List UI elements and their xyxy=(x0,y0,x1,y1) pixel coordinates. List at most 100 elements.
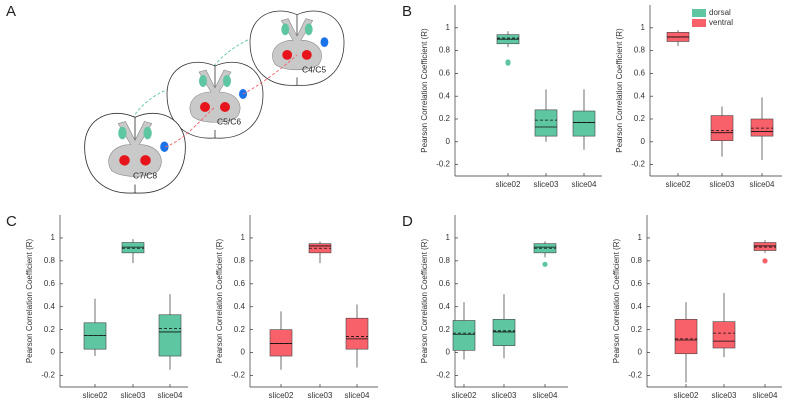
y-tick-label: 0 xyxy=(446,137,451,146)
x-tick-label: slice02 xyxy=(674,391,699,400)
diagram-label: C5/C6 xyxy=(217,116,241,126)
box xyxy=(572,110,596,137)
cord-section xyxy=(166,61,264,139)
outlier xyxy=(542,261,548,267)
y-tick-label: 0.2 xyxy=(439,114,451,123)
x-tick-label: slice03 xyxy=(121,391,146,400)
y-tick-label: -0.2 xyxy=(41,371,55,380)
x-tick-label: slice04 xyxy=(753,391,778,400)
box xyxy=(492,319,516,347)
box xyxy=(534,109,558,137)
y-tick-label: 0 xyxy=(638,348,643,357)
ventral-link xyxy=(242,54,298,95)
y-tick-label: 0.8 xyxy=(44,256,56,265)
box xyxy=(121,242,145,254)
y-tick-label: 0.4 xyxy=(439,91,451,100)
y-tick-label: 1 xyxy=(638,233,643,242)
y-tick-label: 0.6 xyxy=(234,279,246,288)
y-tick-label: -0.2 xyxy=(436,371,450,380)
y-tick-label: 0.4 xyxy=(234,302,246,311)
y-tick-label: 0 xyxy=(446,348,451,357)
x-tick-label: slice03 xyxy=(492,391,517,400)
x-tick-label: slice03 xyxy=(308,391,333,400)
x-tick-label: slice02 xyxy=(496,180,521,189)
y-tick-label: 0 xyxy=(51,348,56,357)
y-tick-label: 0.2 xyxy=(634,114,646,123)
legend-swatch xyxy=(692,19,706,27)
diagram-label: C4/C5 xyxy=(302,64,326,74)
y-axis-title: Pearson Correlation Coefficient (R) xyxy=(420,238,429,363)
y-tick-label: 0.2 xyxy=(439,325,451,334)
panel-label: D xyxy=(402,213,413,230)
spinal-diagram: C4/C5 C5/C6 C7/C8 xyxy=(84,10,345,194)
panel-label: C xyxy=(6,213,17,230)
y-tick-label: 0.8 xyxy=(631,256,643,265)
x-tick-label: slice04 xyxy=(750,180,775,189)
x-tick-label: slice03 xyxy=(534,180,559,189)
y-tick-label: -0.2 xyxy=(231,371,245,380)
box xyxy=(753,242,777,251)
box xyxy=(452,320,476,351)
x-tick-label: slice02 xyxy=(269,391,294,400)
x-tick-label: slice04 xyxy=(533,391,558,400)
legend-label: ventral xyxy=(709,18,733,27)
y-tick-label: 0.4 xyxy=(44,302,56,311)
x-tick-label: slice02 xyxy=(452,391,477,400)
y-tick-label: 0.6 xyxy=(44,279,56,288)
cord-section xyxy=(84,112,186,194)
y-tick-label: -0.2 xyxy=(628,371,642,380)
x-tick-label: slice03 xyxy=(712,391,737,400)
y-tick-label: 0.8 xyxy=(439,46,451,55)
y-tick-label: -0.2 xyxy=(631,160,645,169)
y-tick-label: 1 xyxy=(241,233,246,242)
x-tick-label: slice04 xyxy=(572,180,597,189)
y-axis-title: Pearson Correlation Coefficient (R) xyxy=(615,28,624,153)
y-tick-label: 0.8 xyxy=(234,256,246,265)
box xyxy=(83,322,107,350)
outlier xyxy=(762,258,768,264)
y-tick-label: 0 xyxy=(241,348,246,357)
y-tick-label: 0.6 xyxy=(634,69,646,78)
y-tick-label: 1 xyxy=(641,23,646,32)
ventral-link xyxy=(164,106,216,148)
box xyxy=(674,319,698,355)
legend-swatch xyxy=(692,9,706,17)
y-axis-title: Pearson Correlation Coefficient (R) xyxy=(25,238,34,363)
y-tick-label: 0.4 xyxy=(439,302,451,311)
y-tick-label: 0.6 xyxy=(439,279,451,288)
box xyxy=(710,115,734,141)
diagram-label: C7/C8 xyxy=(133,170,157,180)
panel-label: B xyxy=(402,3,412,20)
box xyxy=(158,314,182,357)
x-tick-label: slice03 xyxy=(710,180,735,189)
y-tick-label: 1 xyxy=(446,233,451,242)
y-tick-label: 0.8 xyxy=(439,256,451,265)
x-tick-label: slice04 xyxy=(158,391,183,400)
y-tick-label: 1 xyxy=(446,23,451,32)
x-tick-label: slice02 xyxy=(666,180,691,189)
y-tick-label: 0.2 xyxy=(631,325,643,334)
y-tick-label: -0.2 xyxy=(436,160,450,169)
y-tick-label: 0.2 xyxy=(44,325,56,334)
y-tick-label: 0.6 xyxy=(631,279,643,288)
box xyxy=(750,118,774,137)
y-tick-label: 0 xyxy=(641,137,646,146)
panel-label: A xyxy=(6,3,16,20)
legend-label: dorsal xyxy=(709,8,731,17)
box xyxy=(712,321,736,349)
y-tick-label: 1 xyxy=(51,233,56,242)
y-tick-label: 0.8 xyxy=(634,46,646,55)
y-tick-label: 0.4 xyxy=(634,91,646,100)
y-tick-label: 0.4 xyxy=(631,302,643,311)
box xyxy=(345,317,369,350)
y-axis-title: Pearson Correlation Coefficient (R) xyxy=(215,238,224,363)
x-tick-label: slice04 xyxy=(345,391,370,400)
y-tick-label: 0.6 xyxy=(439,69,451,78)
y-axis-title: Pearson Correlation Coefficient (R) xyxy=(612,238,621,363)
outlier xyxy=(505,59,511,65)
box xyxy=(269,329,293,357)
y-axis-title: Pearson Correlation Coefficient (R) xyxy=(420,28,429,153)
cord-section xyxy=(249,10,345,86)
